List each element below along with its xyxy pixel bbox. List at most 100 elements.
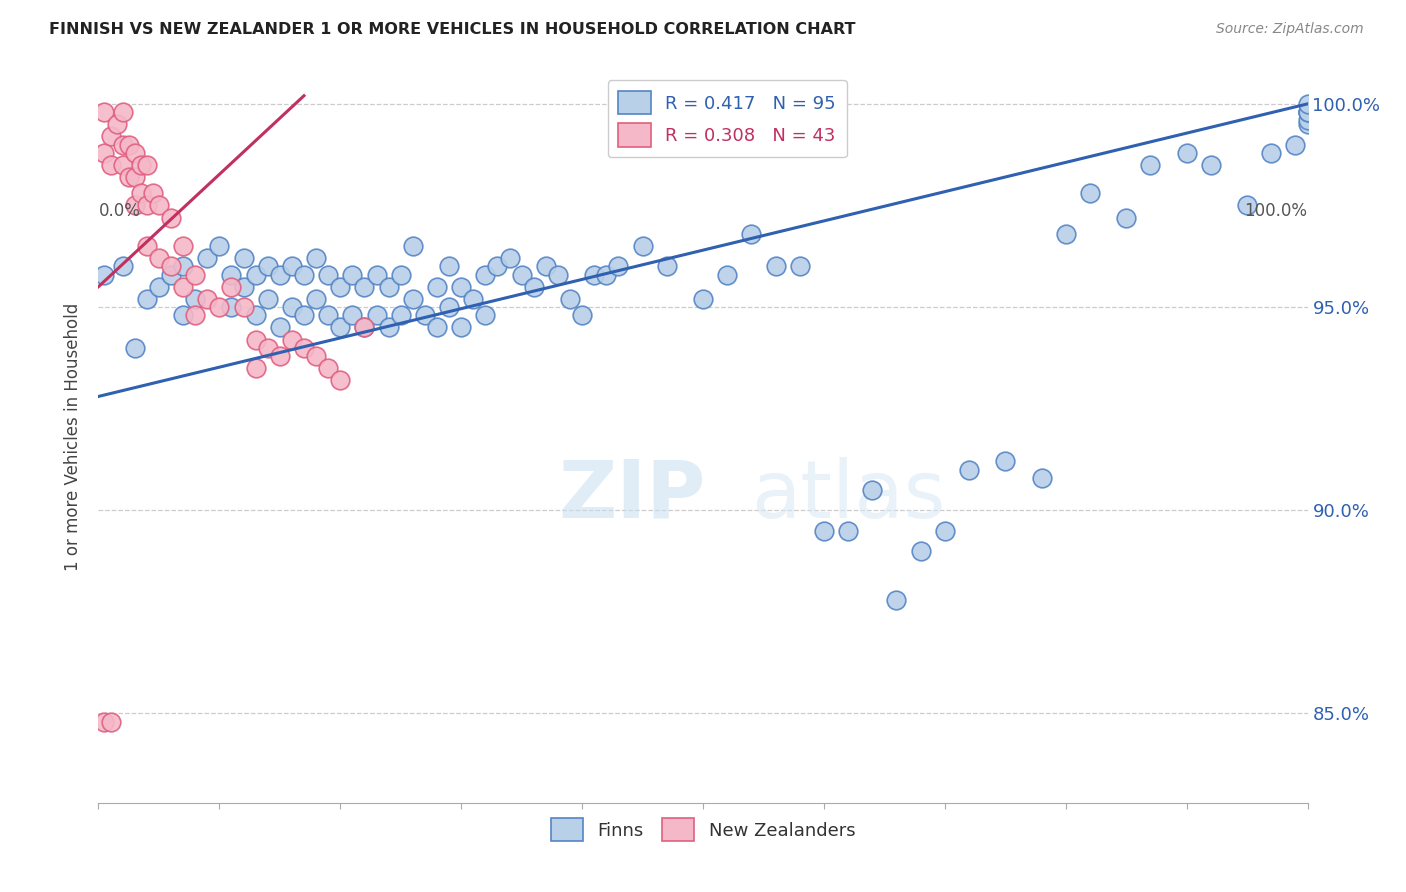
Point [366, 268, 388, 282]
Point [1284, 137, 1306, 152]
Point [1296, 105, 1319, 120]
Point [245, 308, 267, 322]
Point [124, 198, 146, 212]
Point [281, 333, 304, 347]
Point [655, 260, 678, 274]
Point [860, 483, 883, 497]
Point [245, 268, 267, 282]
Point [329, 320, 352, 334]
Point [910, 544, 932, 558]
Point [269, 349, 291, 363]
Point [437, 300, 460, 314]
Point [1031, 471, 1053, 485]
Point [353, 320, 375, 334]
Point [292, 341, 315, 355]
Point [377, 279, 399, 293]
Point [1078, 186, 1101, 201]
Y-axis label: 1 or more Vehicles in Household: 1 or more Vehicles in Household [65, 303, 83, 571]
Point [124, 145, 146, 160]
Point [523, 279, 546, 293]
Point [208, 239, 231, 253]
Point [232, 252, 254, 266]
Point [934, 524, 956, 538]
Point [740, 227, 762, 241]
Point [558, 292, 581, 306]
Point [129, 186, 152, 201]
Point [160, 268, 183, 282]
Point [93, 268, 115, 282]
Point [595, 268, 617, 282]
Point [366, 308, 388, 322]
Point [256, 260, 278, 274]
Point [245, 333, 267, 347]
Point [316, 361, 339, 376]
Point [1115, 211, 1137, 225]
Point [692, 292, 714, 306]
Point [129, 158, 152, 172]
Point [789, 260, 811, 274]
Point [305, 252, 328, 266]
Point [256, 341, 278, 355]
Point [184, 308, 207, 322]
Point [450, 320, 472, 334]
Point [316, 268, 339, 282]
Point [172, 279, 194, 293]
Point [353, 320, 375, 334]
Text: Source: ZipAtlas.com: Source: ZipAtlas.com [1216, 22, 1364, 37]
Point [474, 268, 496, 282]
Point [100, 129, 122, 144]
Point [450, 279, 472, 293]
Point [172, 239, 194, 253]
Point [583, 268, 606, 282]
Point [342, 308, 364, 322]
Point [195, 292, 218, 306]
Point [377, 320, 399, 334]
Point [160, 211, 183, 225]
Point [118, 169, 141, 184]
Point [105, 117, 128, 131]
Point [474, 308, 496, 322]
Point [402, 239, 425, 253]
Point [571, 308, 593, 322]
Point [135, 292, 157, 306]
Point [1199, 158, 1222, 172]
Point [957, 462, 980, 476]
Point [305, 349, 328, 363]
Point [281, 300, 304, 314]
Point [111, 137, 134, 152]
Point [93, 105, 115, 120]
Point [1296, 117, 1319, 131]
Point [329, 373, 352, 387]
Point [221, 268, 243, 282]
Point [498, 252, 520, 266]
Point [148, 279, 170, 293]
Point [269, 268, 291, 282]
Point [413, 308, 436, 322]
Point [510, 268, 533, 282]
Point [1236, 198, 1258, 212]
Point [245, 361, 267, 376]
Point [1296, 113, 1319, 128]
Point [837, 524, 859, 538]
Point [148, 198, 170, 212]
Text: ZIP: ZIP [558, 457, 706, 534]
Point [124, 169, 146, 184]
Point [292, 268, 315, 282]
Point [994, 454, 1017, 468]
Point [486, 260, 509, 274]
Point [281, 260, 304, 274]
Point [142, 186, 165, 201]
Point [292, 308, 315, 322]
Text: 0.0%: 0.0% [98, 202, 141, 220]
Point [607, 260, 630, 274]
Point [765, 260, 787, 274]
Point [208, 300, 231, 314]
Point [426, 320, 449, 334]
Point [135, 239, 157, 253]
Point [631, 239, 654, 253]
Point [256, 292, 278, 306]
Point [100, 158, 122, 172]
Point [1296, 105, 1319, 120]
Point [437, 260, 460, 274]
Point [402, 292, 425, 306]
